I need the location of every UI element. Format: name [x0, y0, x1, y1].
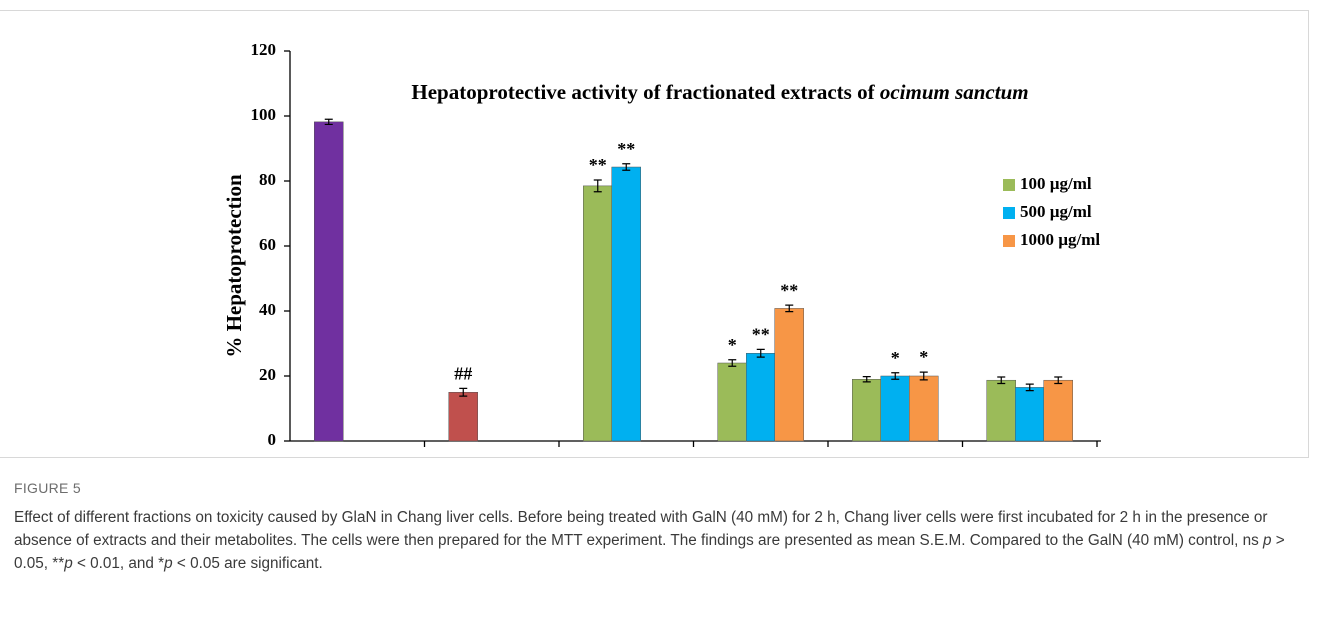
caption-run: < 0.05 are significant.	[172, 555, 323, 572]
significance-label: **	[617, 139, 635, 159]
y-tick-label: 80	[259, 170, 276, 189]
bar	[880, 375, 910, 442]
legend-swatch	[1003, 179, 1015, 191]
bar	[314, 121, 344, 442]
significance-label: **	[752, 324, 770, 344]
bar	[611, 166, 641, 442]
y-axis-label: % Hepatoprotection	[222, 174, 246, 358]
y-tick-label: 120	[251, 40, 277, 59]
y-tick-label: 60	[259, 235, 276, 254]
legend-label: 1000 µg/ml	[1020, 230, 1100, 249]
error-bar	[324, 118, 333, 126]
caption-run: < 0.01, and *	[72, 555, 165, 572]
error-bar	[862, 376, 871, 383]
figure-label: FIGURE 5	[14, 480, 81, 496]
bar	[717, 362, 747, 442]
bar	[746, 353, 776, 442]
bar	[1015, 387, 1045, 442]
chart: Hepatoprotective activity of fractionate…	[222, 40, 1101, 449]
y-tick-label: 40	[259, 300, 276, 319]
chart-title: Hepatoprotective activity of fractionate…	[411, 80, 1028, 104]
error-bar	[891, 372, 900, 380]
error-bar	[997, 376, 1006, 385]
legend-swatch	[1003, 235, 1015, 247]
significance-label: **	[589, 155, 607, 175]
figure-frame	[0, 10, 1309, 458]
y-tick-label: 0	[268, 430, 277, 449]
error-bar	[593, 179, 602, 193]
bar	[448, 392, 478, 442]
legend-swatch	[1003, 207, 1015, 219]
error-bar	[1025, 383, 1034, 392]
bar	[986, 379, 1016, 442]
figure-caption: Effect of different fractions on toxicit…	[14, 506, 1304, 575]
legend-label: 100 µg/ml	[1020, 174, 1092, 193]
title-run: ocimum sanctum	[880, 80, 1029, 104]
error-bar	[919, 371, 928, 381]
legend-label: 500 µg/ml	[1020, 202, 1092, 221]
error-bar	[728, 359, 737, 367]
error-bar	[622, 163, 631, 171]
bar	[909, 375, 939, 442]
caption-run: Effect of different fractions on toxicit…	[14, 509, 1268, 549]
significance-label: **	[780, 280, 798, 300]
caption-run: > 0.05, **	[14, 532, 1285, 572]
caption-run: p	[64, 555, 73, 572]
significance-label: ##	[454, 363, 472, 383]
y-tick-label: 20	[259, 365, 276, 384]
error-bar	[1054, 376, 1063, 385]
error-bar	[785, 304, 794, 313]
error-bar	[459, 387, 468, 397]
bar	[1043, 379, 1073, 442]
bar	[852, 379, 882, 442]
bar	[583, 185, 613, 442]
title-run: Hepatoprotective activity of fractionate…	[411, 80, 879, 104]
significance-label: *	[891, 348, 900, 368]
y-tick-label: 100	[251, 105, 277, 124]
caption-run: p	[164, 555, 173, 572]
error-bar	[756, 348, 765, 358]
caption-run: p	[1263, 532, 1272, 549]
significance-label: *	[728, 335, 737, 355]
bar	[774, 308, 804, 442]
significance-label: *	[919, 347, 928, 367]
